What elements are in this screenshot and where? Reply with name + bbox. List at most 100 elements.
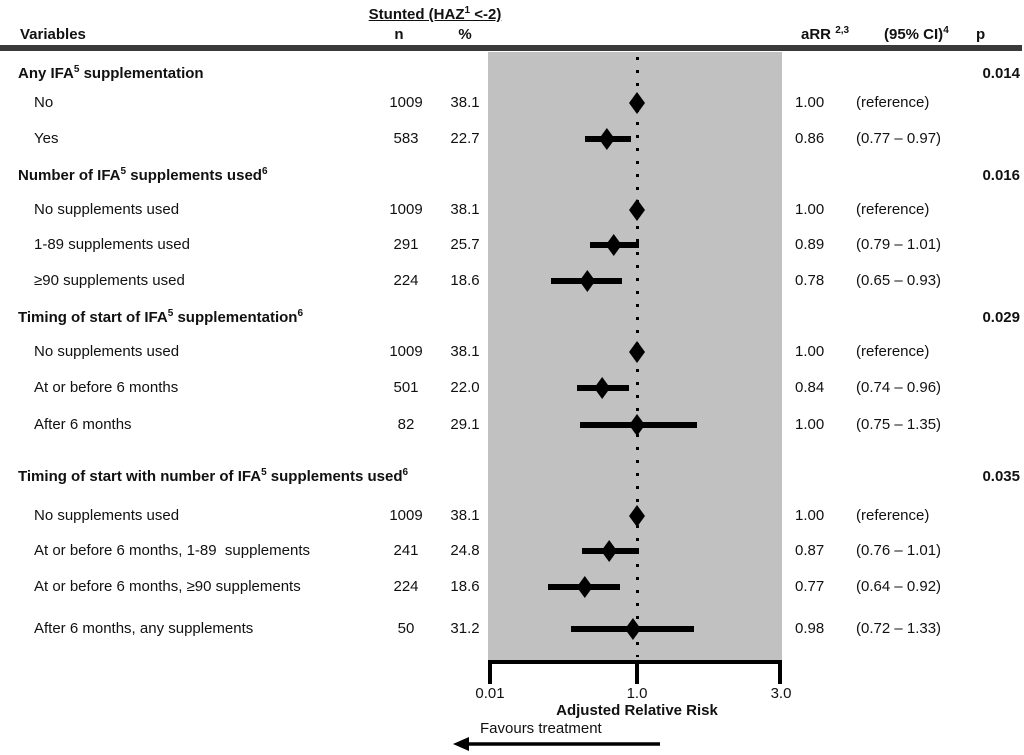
arr-value: 1.00 <box>795 201 825 218</box>
arr-value: 1.00 <box>795 94 825 111</box>
estimate-diamond <box>598 128 615 150</box>
estimate-diamond <box>629 199 645 221</box>
header-divider <box>0 45 1022 51</box>
ci-header-text: (95% CI) <box>884 26 944 43</box>
n-column-header: n <box>394 26 404 43</box>
row-label: 1-89 supplements used <box>34 236 190 253</box>
table-row: No supplements used 1009 38.1 1.00 (referenc… <box>0 192 1024 228</box>
n-value: 1009 <box>389 201 423 218</box>
pct-value: 29.1 <box>450 416 480 433</box>
arr-value: 0.89 <box>795 236 825 253</box>
table-row: No supplements used 1009 38.1 1.00 (referenc… <box>0 498 1024 534</box>
arr-value: 0.98 <box>795 620 825 637</box>
estimate-diamond <box>594 377 611 399</box>
pct-value: 22.7 <box>450 130 480 147</box>
n-value: 583 <box>393 130 419 147</box>
pct-value: 38.1 <box>450 201 480 218</box>
variables-column-header: Variables <box>20 26 86 43</box>
row-label: After 6 months <box>34 416 132 433</box>
pct-value: 24.8 <box>450 542 480 559</box>
p-value: 0.035 <box>982 468 1020 485</box>
pct-value: 18.6 <box>450 272 480 289</box>
pct-value: 38.1 <box>450 343 480 360</box>
n-value: 241 <box>393 542 419 559</box>
section-row: Timing of start of IFA5 supplementation6… <box>0 300 1024 336</box>
ci-value: (0.74 – 0.96) <box>856 379 942 396</box>
ci-value: (0.79 – 1.01) <box>856 236 942 253</box>
group-header-suffix: <-2) <box>470 6 502 23</box>
ci-value: (0.75 – 1.35) <box>856 416 942 433</box>
table-row: Yes 583 22.7 0.86 (0.77 – 0.97) <box>0 121 1024 157</box>
ci-header-superscript: 4 <box>943 25 949 36</box>
p-column-header: p <box>976 26 986 43</box>
arr-column-header: aRR 2,3 <box>801 26 849 44</box>
row-label: Yes <box>34 130 59 147</box>
estimate-diamond <box>605 234 622 256</box>
estimate-diamond <box>624 618 641 640</box>
arr-header-text: aRR <box>801 26 832 43</box>
n-value: 291 <box>393 236 419 253</box>
column-group-header: Stunted (HAZ1 <-2) <box>340 6 530 24</box>
p-value: 0.029 <box>982 309 1020 326</box>
favours-arrow-icon <box>453 737 660 751</box>
ci-value: (0.76 – 1.01) <box>856 542 942 559</box>
pct-value: 18.6 <box>450 578 480 595</box>
n-value: 50 <box>397 620 415 637</box>
favours-label: Favours treatment <box>480 720 602 737</box>
estimate-diamond <box>629 414 645 436</box>
n-value: 1009 <box>389 343 423 360</box>
row-label: After 6 months, any supplements <box>34 620 254 637</box>
section-row: Any IFA5 supplementation 0.014 <box>0 56 1024 92</box>
estimate-diamond <box>629 92 645 114</box>
table-row: At or before 6 months, 1-89 supplements 2… <box>0 533 1024 569</box>
row-label: No supplements used <box>34 507 180 524</box>
row-label: At or before 6 months, 1-89 supplements <box>34 542 310 559</box>
row-label: ≥90 supplements used <box>34 272 185 289</box>
ci-value: (0.64 – 0.92) <box>856 578 942 595</box>
x-axis-tick-left <box>488 660 492 684</box>
ci-value: (reference) <box>856 343 930 360</box>
ci-value: (0.77 – 0.97) <box>856 130 942 147</box>
table-row: 1-89 supplements used 291 25.7 0.89 (0.79 – … <box>0 227 1024 263</box>
estimate-diamond <box>576 576 593 598</box>
section-row: Number of IFA5 supplements used6 0.016 <box>0 158 1024 194</box>
ci-value: (reference) <box>856 94 930 111</box>
ci-column-header: (95% CI)4 <box>884 26 949 44</box>
x-axis-tick-center <box>635 660 639 684</box>
ci-value: (reference) <box>856 201 930 218</box>
n-value: 82 <box>397 416 415 433</box>
x-axis-ticklabel-right: 3.0 <box>770 685 792 702</box>
section-label: Timing of start with number of IFA5 supp… <box>18 467 409 486</box>
n-value: 1009 <box>389 507 423 524</box>
arr-value: 1.00 <box>795 343 825 360</box>
n-value: 1009 <box>389 94 423 111</box>
pct-value: 22.0 <box>450 379 480 396</box>
n-value: 224 <box>393 578 419 595</box>
n-value: 224 <box>393 272 419 289</box>
ci-value: (reference) <box>856 507 930 524</box>
arr-value: 1.00 <box>795 416 825 433</box>
row-label: At or before 6 months, ≥90 supplements <box>34 578 301 595</box>
table-row: At or before 6 months 501 22.0 0.84 (0.74 – … <box>0 370 1024 406</box>
section-label: Timing of start of IFA5 supplementation6 <box>18 308 304 327</box>
row-label: At or before 6 months <box>34 379 179 396</box>
x-axis-title: Adjusted Relative Risk <box>556 702 718 719</box>
ci-value: (0.72 – 1.33) <box>856 620 942 637</box>
table-row: No supplements used 1009 38.1 1.00 (referenc… <box>0 334 1024 370</box>
estimate-diamond <box>601 540 618 562</box>
arr-value: 0.87 <box>795 542 825 559</box>
percent-column-header: % <box>458 26 472 43</box>
row-label: No <box>34 94 54 111</box>
n-value: 501 <box>393 379 419 396</box>
ci-value: (0.65 – 0.93) <box>856 272 942 289</box>
section-label: Any IFA5 supplementation <box>18 64 204 83</box>
x-axis-tick-right <box>778 660 782 684</box>
section-row: Timing of start with number of IFA5 supp… <box>0 459 1024 495</box>
pct-value: 38.1 <box>450 94 480 111</box>
table-row: At or before 6 months, ≥90 supplements 22… <box>0 569 1024 605</box>
arr-value: 0.78 <box>795 272 825 289</box>
estimate-diamond <box>629 505 645 527</box>
arr-value: 0.84 <box>795 379 825 396</box>
table-row: After 6 months 82 29.1 1.00 (0.75 – 1.35) <box>0 407 1024 443</box>
